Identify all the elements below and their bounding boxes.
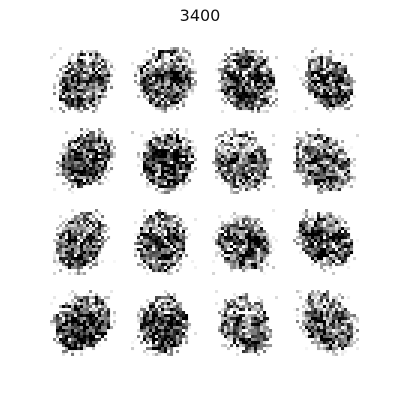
face-image [131, 128, 197, 194]
face-image [293, 290, 359, 356]
face-tile [293, 290, 359, 356]
face-image [50, 47, 116, 113]
face-tile [293, 209, 359, 275]
face-tile [293, 128, 359, 194]
face-tile [212, 290, 278, 356]
face-tile [293, 47, 359, 113]
face-image [212, 128, 276, 194]
face-tile [212, 47, 278, 113]
figure-title: 3400 [179, 6, 221, 25]
face-image [53, 209, 116, 275]
face-tile [212, 128, 278, 194]
face-image [215, 290, 278, 356]
face-image [134, 209, 197, 275]
face-tile [131, 128, 197, 194]
face-image [131, 47, 197, 113]
face-image [293, 128, 359, 194]
face-tile [131, 209, 197, 275]
face-tile [50, 47, 116, 113]
face-tile [50, 290, 116, 356]
face-tile [212, 209, 278, 275]
face-image [53, 128, 116, 194]
face-image [212, 209, 278, 275]
face-tile [50, 209, 116, 275]
face-image [293, 47, 357, 113]
face-image [131, 290, 197, 356]
face-image [215, 47, 278, 113]
face-tile [131, 47, 197, 113]
face-image [50, 290, 116, 356]
face-tile [50, 128, 116, 194]
image-grid [50, 47, 360, 357]
face-image [293, 209, 359, 275]
face-tile [131, 290, 197, 356]
